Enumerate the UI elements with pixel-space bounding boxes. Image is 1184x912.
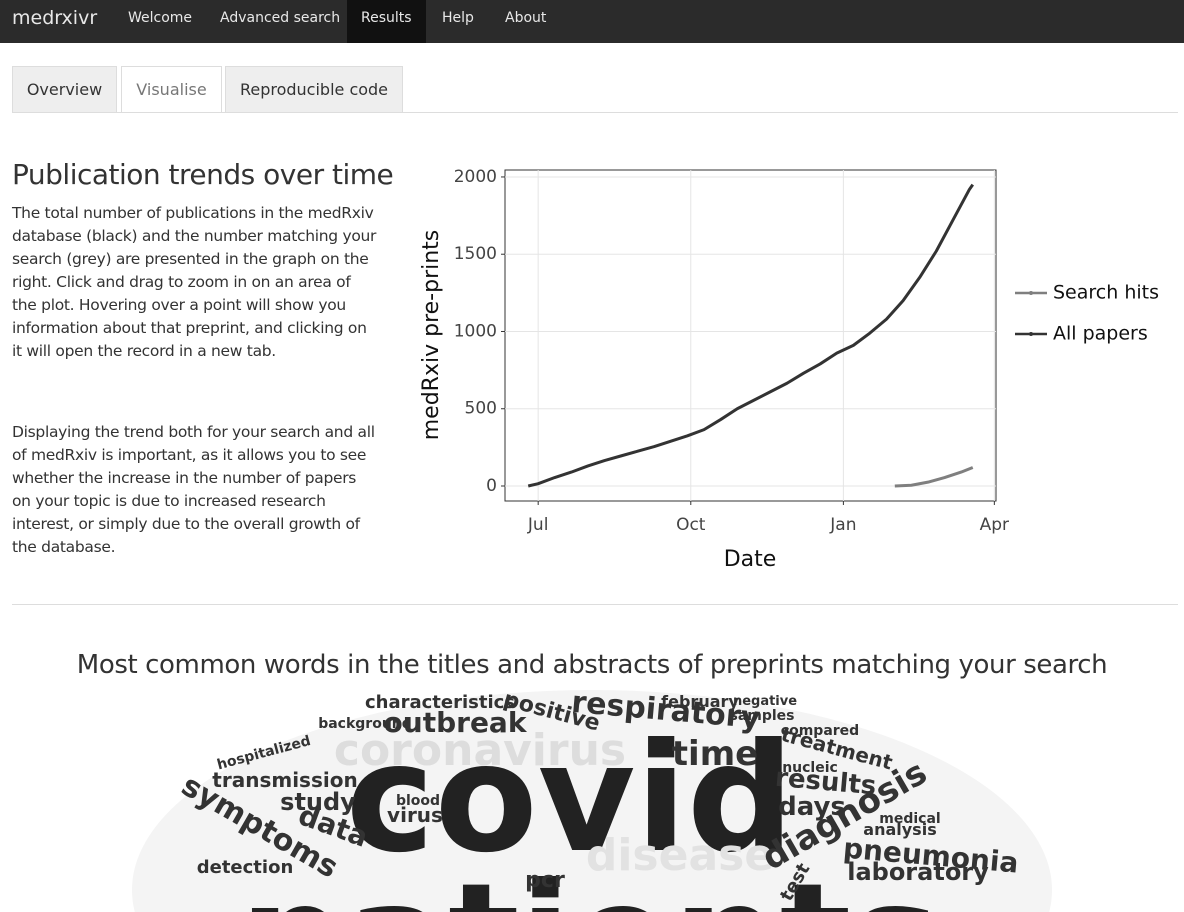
x-axis-label: Date — [724, 547, 777, 572]
x-tick-label: Oct — [676, 515, 706, 535]
cloud-word: coronavirus — [334, 725, 626, 776]
word-cloud: covidpatientscoronavirusdiseaserespirato… — [132, 690, 1052, 912]
cloud-word: samples — [729, 708, 794, 724]
cloud-word: analysis — [863, 820, 936, 839]
legend-dot — [1029, 291, 1033, 295]
nav-item[interactable]: Welcome — [128, 10, 193, 26]
cloud-word: blood — [396, 793, 440, 809]
series-line — [894, 466, 974, 488]
cloud-word: background — [318, 716, 412, 732]
nav-item[interactable]: Advanced search — [220, 10, 341, 26]
cloud-word: pcr — [525, 868, 565, 893]
section-heading: Publication trends over time — [12, 158, 394, 191]
y-tick-label: 500 — [465, 399, 497, 419]
paragraph: The total number of publications in the … — [12, 204, 377, 360]
cloud-word: detection — [197, 857, 294, 878]
x-tick-label: Jul — [527, 515, 549, 535]
nav-item[interactable]: Help — [442, 10, 474, 26]
cloud-word: virus — [387, 803, 443, 827]
plot-area — [504, 169, 997, 502]
series-line — [527, 183, 974, 488]
cloud-word: patients — [239, 852, 940, 912]
y-tick-label: 0 — [486, 476, 497, 496]
cloud-word: outbreak — [384, 706, 528, 739]
legend-dot — [1029, 332, 1033, 336]
navbar: medrxivr Welcome Advanced search Results… — [0, 0, 1184, 43]
y-tick-label: 2000 — [454, 167, 497, 187]
cloud-word: february — [661, 692, 739, 711]
chart: medRxiv pre-prints Date 0 500 1000 1500 2000… — [419, 167, 1159, 572]
cloud-word: transmission — [212, 768, 357, 792]
nav-item[interactable]: About — [505, 10, 547, 26]
cloud-word: compared — [781, 723, 859, 739]
x-tick-label: Apr — [980, 515, 1009, 535]
cloud-word: disease — [586, 830, 774, 881]
paragraph: Displaying the trend both for your searc… — [12, 423, 375, 556]
cloud-background — [132, 690, 1052, 912]
cloud-word: nucleic — [782, 760, 838, 776]
tab-rule — [12, 112, 1178, 113]
tab[interactable]: Overview — [12, 66, 117, 112]
tab[interactable]: Reproducible code — [225, 66, 403, 112]
cloud-word: characteristics — [365, 692, 515, 713]
nav-item[interactable]: Results — [347, 0, 426, 43]
cloud-word: days — [778, 792, 846, 822]
y-axis-label: medRxiv pre-prints — [419, 230, 444, 441]
legend-label: Search hits — [1053, 282, 1159, 304]
cloud-word: study — [280, 788, 356, 816]
x-tick-label: Jan — [829, 515, 856, 535]
cloud-word: laboratory — [847, 858, 989, 886]
tab[interactable]: Visualise — [121, 66, 222, 113]
y-tick-label: 1000 — [454, 321, 497, 341]
legend-label: All papers — [1053, 323, 1148, 345]
section-rule — [12, 604, 1178, 605]
cloud-word: time — [672, 734, 758, 774]
cloud-word: negative — [733, 694, 797, 709]
section-heading: Most common words in the titles and abst… — [76, 650, 1108, 680]
brand[interactable]: medrxivr — [12, 7, 98, 29]
cloud-word: covid — [346, 712, 795, 886]
cloud-word: medical — [879, 811, 940, 827]
y-tick-label: 1500 — [454, 244, 497, 264]
